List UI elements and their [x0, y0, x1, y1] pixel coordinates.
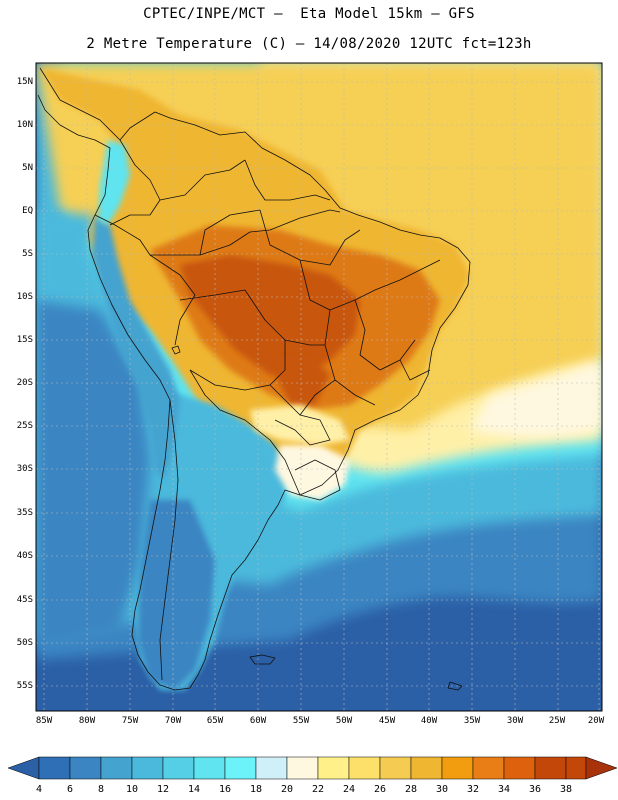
colorbar-label-28: 28: [404, 784, 418, 795]
x-tick-75w: 75W: [121, 716, 139, 726]
x-tick-35w: 35W: [463, 716, 481, 726]
border-chile: [159, 399, 179, 681]
y-tick-25s: 25S: [16, 421, 33, 431]
colorbar-label-6: 6: [66, 784, 74, 795]
colorbar-arrow-left: [7, 756, 40, 780]
colorbar-swatch-9: [286, 756, 319, 780]
y-tick-20s: 20S: [16, 378, 33, 388]
boundaries: [37, 67, 471, 691]
x-tick-65w: 65W: [206, 716, 224, 726]
y-tick-30s: 30S: [16, 464, 33, 474]
border-uruguay: [294, 459, 341, 501]
colorbar-label-36: 36: [528, 784, 542, 795]
colorbar-label-22: 22: [311, 784, 325, 795]
x-tick-70w: 70W: [164, 716, 182, 726]
y-tick-eq: EQ: [22, 206, 33, 216]
graticule: [36, 63, 602, 711]
x-tick-80w: 80W: [78, 716, 96, 726]
colorbar-label-38: 38: [559, 784, 573, 795]
border-paraguay: [269, 384, 331, 446]
y-tick-15s: 15S: [16, 335, 33, 345]
land-pampas: [275, 445, 350, 500]
border-guyana: [244, 159, 331, 201]
title-line-1: CPTEC/INPE/MCT – Eta Model 15km – GFS: [143, 6, 475, 22]
colorbar-label-30: 30: [435, 784, 449, 795]
colorbar-label-34: 34: [497, 784, 511, 795]
y-tick-10n: 10N: [16, 120, 33, 130]
border-brazil-west: [150, 209, 341, 256]
colorbar-label-24: 24: [342, 784, 356, 795]
colorbar-swatch-12: [379, 756, 412, 780]
x-tick-50w: 50W: [335, 716, 353, 726]
border-venezuela: [159, 159, 246, 201]
x-tick-40w: 40W: [420, 716, 438, 726]
border-bolivia: [179, 289, 286, 391]
land-hotspot: [275, 355, 330, 405]
colorbar-label-16: 16: [218, 784, 232, 795]
island-south-georgia: [447, 681, 463, 691]
colorbar-swatch-16: [503, 756, 536, 780]
colorbar-swatch-11: [348, 756, 381, 780]
x-tick-25w: 25W: [548, 716, 566, 726]
x-tick-45w: 45W: [378, 716, 396, 726]
colorbar-label-32: 32: [466, 784, 480, 795]
colorbar-label-8: 8: [97, 784, 105, 795]
colorbar-swatch-10: [317, 756, 350, 780]
border-argentina: [189, 369, 301, 496]
island-falklands: [249, 654, 276, 665]
land-andes: [92, 215, 180, 480]
y-tick-10s: 10S: [16, 292, 33, 302]
x-tick-60w: 60W: [249, 716, 267, 726]
border-peru: [94, 214, 196, 346]
y-tick-45s: 45S: [16, 595, 33, 605]
colorbar-label-12: 12: [156, 784, 170, 795]
map-frame: [35, 62, 603, 712]
colorbar-swatch-17b: [565, 756, 587, 780]
colorbar-label-4: 4: [35, 784, 43, 795]
colorbar-label-14: 14: [187, 784, 201, 795]
colorbar-swatch-5: [162, 756, 195, 780]
colorbar-label-26: 26: [373, 784, 387, 795]
colorbar-swatch-17: [534, 756, 567, 780]
x-tick-30w: 30W: [506, 716, 524, 726]
temperature-field: [36, 63, 602, 711]
colorbar-swatch-3: [100, 756, 133, 780]
colorbar-arrow-right: [585, 756, 618, 780]
x-tick-55w: 55W: [292, 716, 310, 726]
colorbar-swatch-6: [193, 756, 226, 780]
y-tick-35s: 35S: [16, 508, 33, 518]
colorbar-swatch-4: [131, 756, 164, 780]
colorbar-swatch-15: [472, 756, 505, 780]
land-patagonia: [138, 500, 215, 690]
colorbar-label-10: 10: [125, 784, 139, 795]
title-line-2: 2 Metre Temperature (C) – 14/08/2020 12U…: [86, 36, 532, 52]
colorbar-swatch-14: [441, 756, 474, 780]
land-la-plata: [250, 405, 350, 445]
colorbar-label-20: 20: [280, 784, 294, 795]
colorbar-swatch-1: [38, 756, 71, 780]
y-tick-15n: 15N: [16, 77, 33, 87]
y-tick-50s: 50S: [16, 638, 33, 648]
land-andes-north: [98, 140, 130, 225]
colorbar-label-18: 18: [249, 784, 263, 795]
y-tick-40s: 40S: [16, 551, 33, 561]
coastline-south-america: [37, 67, 471, 691]
colorbar-swatch-2: [69, 756, 102, 780]
y-tick-5s: 5S: [22, 249, 33, 259]
land-hotter: [180, 255, 360, 380]
colorbar: [7, 756, 618, 780]
land-north: [110, 120, 340, 220]
lake-titicaca: [171, 345, 181, 355]
colorbar-swatch-8: [255, 756, 288, 780]
x-tick-85w: 85W: [35, 716, 53, 726]
x-tick-20w: 20W: [587, 716, 605, 726]
colorbar-swatch-13: [410, 756, 443, 780]
y-tick-5n: 5N: [22, 163, 33, 173]
y-tick-55s: 55S: [16, 681, 33, 691]
border-brazil-states: [199, 209, 441, 416]
colorbar-swatch-7: [224, 756, 257, 780]
field-pacific-mid: [36, 300, 150, 650]
field-cream-patch: [470, 360, 602, 438]
